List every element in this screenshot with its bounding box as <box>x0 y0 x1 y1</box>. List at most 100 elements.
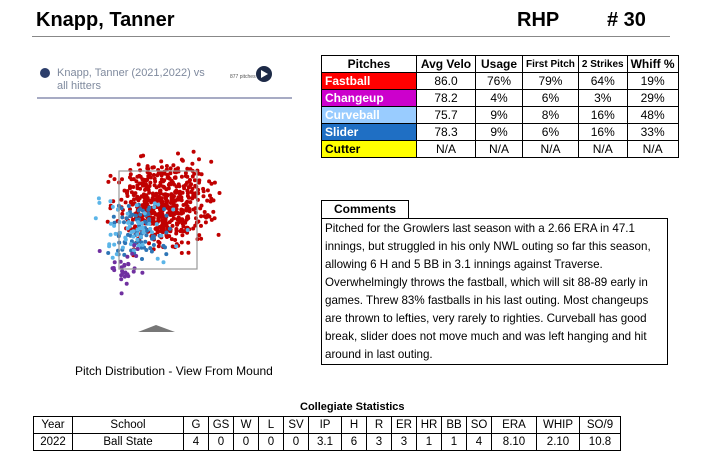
pitch-stat-cell: 64% <box>577 72 628 90</box>
fastball-pitch-dot <box>128 186 132 191</box>
curveball-pitch-dot <box>129 230 134 235</box>
changeup-pitch-dot <box>97 249 102 253</box>
slider-pitch-dot <box>164 252 169 257</box>
fastball-pitch-dot <box>169 218 174 223</box>
slider-pitch-dot <box>130 221 134 226</box>
changeup-pitch-dot <box>119 277 124 282</box>
fastball-pitch-dot <box>111 199 116 204</box>
fastball-pitch-dot <box>208 193 212 198</box>
pitch-row-slider: Slider 78.3 9% 6% 16% 33% <box>321 123 679 141</box>
fastball-pitch-dot <box>180 158 185 163</box>
fastball-pitch-dot <box>130 217 135 222</box>
fastball-pitch-dot <box>168 166 173 171</box>
pitch-stat-cell: 76% <box>475 72 523 90</box>
fastball-pitch-dot <box>185 166 190 171</box>
fastball-pitch-dot <box>174 227 179 231</box>
fastball-pitch-dot <box>166 186 171 191</box>
pitch-distribution-plot <box>93 149 222 332</box>
fastball-pitch-dot <box>171 163 176 168</box>
fastball-pitch-dot <box>159 165 164 170</box>
fastball-pitch-dot <box>191 207 196 212</box>
player-handedness: RHP <box>517 9 560 31</box>
fastball-pitch-dot <box>119 197 124 202</box>
stats-cell: 2.10 <box>536 433 580 451</box>
slider-pitch-dot <box>130 212 135 217</box>
fastball-pitch-dot <box>146 166 151 171</box>
fastball-pitch-dot <box>173 175 178 180</box>
curveball-pitch-dot <box>140 242 145 247</box>
stats-cell: 8.10 <box>491 433 537 451</box>
fastball-pitch-dot <box>163 203 168 208</box>
slider-pitch-dot <box>123 241 128 246</box>
pitch-table-header-row: Pitches Avg Velo Usage First Pitch 2 Str… <box>321 55 679 73</box>
stats-header-cell: HR <box>416 416 442 434</box>
fastball-pitch-dot <box>169 237 174 242</box>
fastball-pitch-dot <box>154 226 159 231</box>
fastball-pitch-dot <box>174 189 179 194</box>
plot-header-line-1: Knapp, Tanner (2021,2022) vs <box>57 67 205 79</box>
fastball-pitch-dot <box>162 185 167 190</box>
fastball-pitch-dot <box>201 186 206 191</box>
fastball-pitch-dot <box>190 186 195 191</box>
curveball-pitch-dot <box>174 244 179 249</box>
fastball-pitch-dot <box>148 175 153 180</box>
fastball-pitch-dot <box>193 223 198 228</box>
fastball-pitch-dot <box>128 207 132 212</box>
strike-zone <box>118 170 198 270</box>
slider-pitch-dot <box>151 243 156 247</box>
slider-pitch-dot <box>163 245 167 250</box>
fastball-pitch-dot <box>178 211 183 216</box>
curveball-pitch-dot <box>126 220 131 224</box>
fastball-pitch-dot <box>179 240 184 245</box>
fastball-pitch-dot <box>155 195 160 200</box>
pitch-stat-cell: 6% <box>522 89 579 107</box>
pitch-name: Changeup <box>321 89 417 107</box>
fastball-pitch-dot <box>186 250 191 255</box>
stats-header-row: Year School G GS W L SV IP H R ER HR BB SO ERA WHIP SO/9 <box>33 416 621 434</box>
pitch-stat-cell: N/A <box>577 140 628 158</box>
fastball-pitch-dot <box>196 171 201 176</box>
pitch-stat-cell: N/A <box>626 140 679 158</box>
fastball-pitch-dot <box>155 230 160 235</box>
fastball-pitch-dot <box>185 180 189 185</box>
curveball-pitch-dot <box>150 230 154 235</box>
stats-header-cell: G <box>183 416 209 434</box>
fastball-pitch-dot <box>158 196 163 201</box>
fastball-pitch-dot <box>120 211 125 216</box>
fastball-pitch-dot <box>137 196 142 201</box>
slider-pitch-dot <box>149 249 154 254</box>
fastball-pitch-dot <box>190 161 195 166</box>
curveball-pitch-dot <box>136 221 141 225</box>
fastball-pitch-dot <box>211 209 216 214</box>
stats-header-cell: H <box>341 416 367 434</box>
changeup-pitch-dot <box>132 266 137 271</box>
fastball-pitch-dot <box>157 240 162 245</box>
fastball-pitch-dot <box>159 201 164 206</box>
play-icon <box>261 70 268 78</box>
curveball-pitch-dot <box>107 244 112 249</box>
fastball-pitch-dot <box>156 244 161 249</box>
pitch-stat-cell: 8% <box>522 106 579 124</box>
comments-text: Pitched for the Growlers last season wit… <box>325 222 651 361</box>
stats-header-cell: SV <box>283 416 309 434</box>
curveball-pitch-dot <box>125 211 130 216</box>
fastball-pitch-dot <box>192 178 197 183</box>
slider-pitch-dot <box>148 246 153 251</box>
pitch-plot-caption: Pitch Distribution - View From Mound <box>75 364 273 378</box>
fastball-pitch-dot <box>185 174 190 179</box>
fastball-pitch-dot <box>216 232 221 237</box>
fastball-pitch-dot <box>176 151 180 156</box>
fastball-pitch-dot <box>129 190 134 195</box>
curveball-pitch-dot <box>108 199 113 204</box>
fastball-pitch-dot <box>138 186 143 191</box>
stats-cell: 1 <box>441 433 467 451</box>
fastball-pitch-dot <box>120 177 124 182</box>
fastball-pitch-dot <box>144 178 149 183</box>
fastball-pitch-dot <box>199 236 204 241</box>
slider-pitch-dot <box>120 215 125 220</box>
slider-pitch-dot <box>122 252 127 257</box>
fastball-pitch-dot <box>188 178 192 182</box>
stats-cell: 10.8 <box>579 433 621 451</box>
fastball-pitch-dot <box>144 204 148 209</box>
changeup-pitch-dot <box>122 262 127 267</box>
